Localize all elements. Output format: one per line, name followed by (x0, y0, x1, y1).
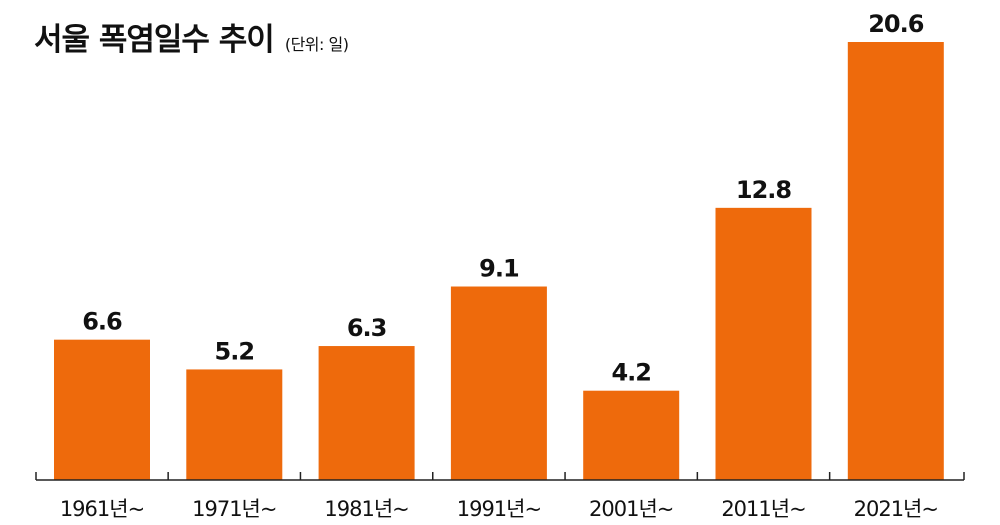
x-tick-label: 1981년~ (324, 497, 408, 521)
bars-group (54, 42, 944, 480)
bar-value-label: 5.2 (215, 337, 255, 365)
chart-title: 서울 폭염일수 추이 (34, 22, 275, 58)
x-tick-label: 1971년~ (192, 497, 276, 521)
bar-7 (847, 42, 944, 480)
chart-unit-label: (단위: 일) (284, 35, 349, 54)
bar-2 (186, 369, 283, 480)
bar-value-label: 9.1 (479, 255, 519, 283)
bar-5 (583, 390, 680, 480)
x-tick-label: 1991년~ (457, 497, 541, 521)
x-tick-label: 2011년~ (721, 497, 805, 521)
x-tick-label: 1961년~ (60, 497, 144, 521)
x-tick-labels-group: 1961년~ 1971년~ 1981년~ 1991년~ 2001년~ 2011년~ 2021… (60, 497, 939, 521)
bar-4 (450, 286, 547, 480)
bar-value-label: 20.6 (868, 10, 924, 38)
bar-value-label: 6.3 (347, 314, 387, 342)
x-axis (35, 472, 965, 481)
bar-1 (54, 339, 150, 480)
chart-header: 서울 폭염일수 추이 (단위: 일) (34, 14, 349, 59)
bar-3 (318, 346, 415, 480)
x-tick-label: 2001년~ (589, 497, 673, 521)
bar-6 (715, 207, 812, 480)
x-tick-label: 2021년~ (854, 497, 938, 521)
value-labels-group: 6.6 5.2 6.3 9.1 4.2 12.8 20.6 (82, 10, 924, 387)
bar-value-label: 12.8 (736, 176, 792, 204)
bar-value-label: 4.2 (611, 359, 651, 387)
bar-value-label: 6.6 (82, 308, 122, 336)
